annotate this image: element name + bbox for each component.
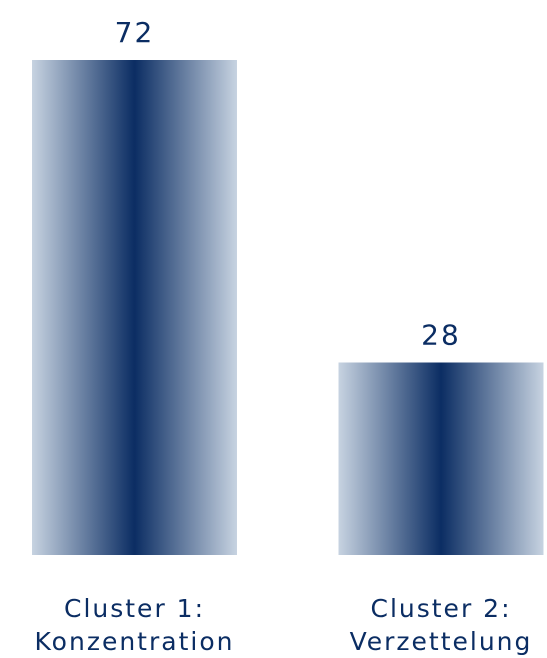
bar-1 bbox=[32, 60, 237, 555]
category-labels-group: Cluster 1: Konzentration Cluster 2: Verzett… bbox=[35, 594, 533, 656]
category-label-1-line-2: Konzentration bbox=[35, 627, 235, 656]
category-label-2-line-2: Verzettelung bbox=[350, 627, 533, 656]
value-label-1: 72 bbox=[115, 16, 155, 49]
value-labels-group: 72 28 bbox=[115, 16, 461, 352]
value-label-2: 28 bbox=[421, 319, 461, 352]
category-label-1: Cluster 1: Konzentration bbox=[35, 594, 235, 656]
category-label-1-line-1: Cluster 1: bbox=[64, 594, 205, 623]
category-label-2: Cluster 2: Verzettelung bbox=[350, 594, 533, 656]
bars-group bbox=[32, 60, 544, 555]
category-label-2-line-1: Cluster 2: bbox=[370, 594, 511, 623]
bar-2 bbox=[338, 362, 544, 555]
